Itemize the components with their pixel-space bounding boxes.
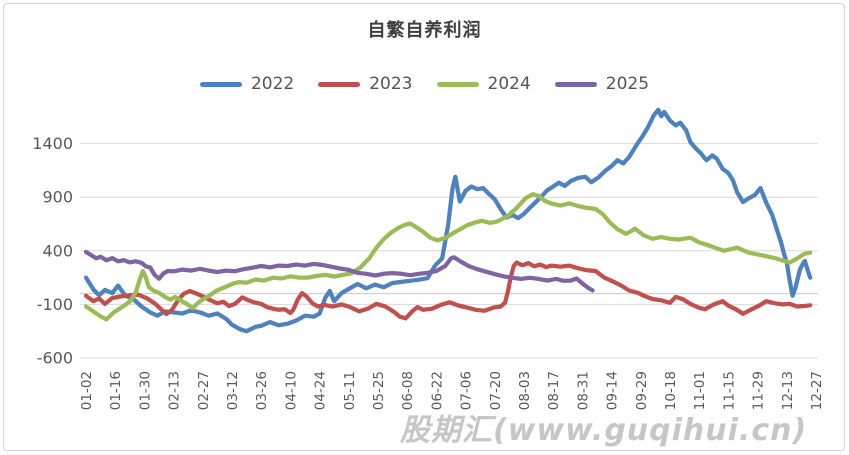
legend-swatch-2024 xyxy=(436,81,479,87)
series-line-2025 xyxy=(83,249,595,293)
x-tick-label-03-12: 03-12 xyxy=(225,371,241,410)
y-tick-label--600: -600 xyxy=(37,349,73,368)
legend-item-2025: 2025 xyxy=(554,74,650,94)
x-tick-label-09-29: 09-29 xyxy=(634,371,650,410)
x-tick-label-07-20: 07-20 xyxy=(488,371,504,410)
x-tick-label-01-02: 01-02 xyxy=(79,371,95,410)
y-tick-label-1400: 1400 xyxy=(32,134,73,153)
x-tick-label-10-18: 10-18 xyxy=(663,371,679,410)
y-tick-label-400: 400 xyxy=(42,241,73,260)
legend-label-2024: 2024 xyxy=(487,74,531,94)
x-tick-label-07-06: 07-06 xyxy=(459,371,475,410)
legend-swatch-2025 xyxy=(554,81,597,87)
x-tick-label-11-01: 11-01 xyxy=(692,371,708,410)
legend-label-2022: 2022 xyxy=(250,74,295,94)
x-tick-label-05-25: 05-25 xyxy=(371,371,387,410)
y-tick-label-900: 900 xyxy=(42,188,73,207)
x-tick-label-04-24: 04-24 xyxy=(313,371,329,410)
x-tick-label-05-11: 05-11 xyxy=(342,371,358,410)
x-tick-label-06-22: 06-22 xyxy=(429,371,445,410)
legend-item-2023: 2023 xyxy=(318,74,413,94)
series-line-2024 xyxy=(83,192,813,322)
legend-item-2024: 2024 xyxy=(436,74,531,94)
legend-label-2025: 2025 xyxy=(605,74,650,94)
watermark-text: 股期汇(www.guqihui.cn) xyxy=(400,413,808,448)
x-tick-label-06-08: 06-08 xyxy=(400,371,416,410)
x-tick-label-11-29: 11-29 xyxy=(751,371,767,410)
chart-title: 自繁自养利润 xyxy=(367,20,482,41)
x-tick-label-08-31: 08-31 xyxy=(575,371,591,410)
x-tick-label-03-26: 03-26 xyxy=(254,371,270,410)
x-tick-label-12-13: 12-13 xyxy=(780,371,796,410)
x-tick-label-12-27: 12-27 xyxy=(809,371,825,410)
x-tick-label-02-27: 02-27 xyxy=(196,371,212,410)
x-tick-label-08-17: 08-17 xyxy=(546,371,562,410)
legend-swatch-2022 xyxy=(199,81,242,87)
legend-swatch-2023 xyxy=(318,81,361,87)
legend-item-2022: 2022 xyxy=(199,74,295,94)
chart-legend: 2022 2023 2024 2025 xyxy=(0,74,849,94)
x-tick-label-04-10: 04-10 xyxy=(283,371,299,410)
y-tick-label--100: -100 xyxy=(37,295,73,314)
x-tick-label-08-03: 08-03 xyxy=(517,371,533,410)
x-tick-label-09-14: 09-14 xyxy=(605,371,621,410)
x-tick-label-01-16: 01-16 xyxy=(108,371,124,410)
x-tick-label-11-15: 11-15 xyxy=(721,371,737,410)
x-tick-label-02-13: 02-13 xyxy=(167,371,183,410)
x-tick-label-01-30: 01-30 xyxy=(137,371,153,410)
series-line-2022 xyxy=(83,107,813,334)
legend-label-2023: 2023 xyxy=(369,74,413,94)
